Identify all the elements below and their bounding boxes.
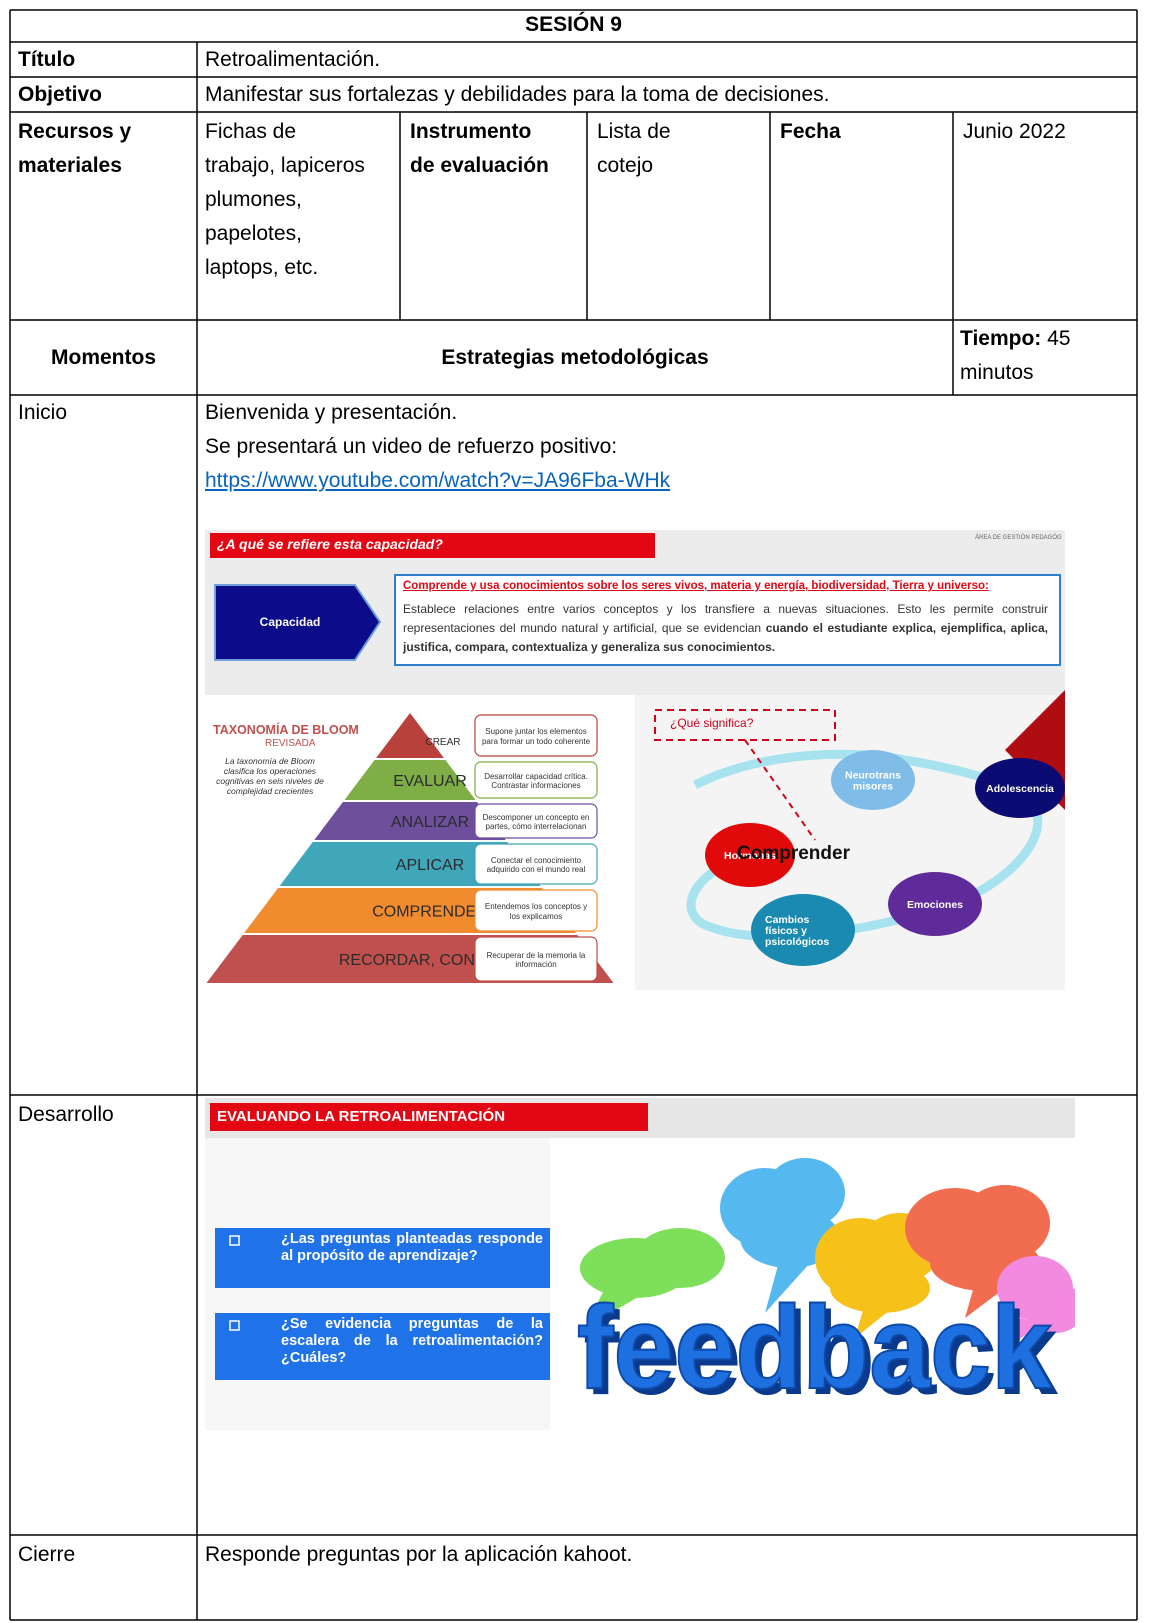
value: Retroalimentación. (205, 48, 381, 71)
concept-bubble (888, 872, 982, 936)
bloom-note: La taxonomía de Bloom clasifica los oper… (216, 756, 324, 796)
slide-graphics: CREAREVALUARANALIZARAPLICARCOMPRENDERREC… (205, 530, 1065, 990)
moment-name: Inicio (18, 401, 68, 424)
video-link[interactable]: https://www.youtube.com/watch?v=JA96Fba-… (205, 469, 671, 492)
question-text: ¿Se evidencia preguntas de la escalera d… (281, 1316, 543, 1366)
text: Se presentará un video de refuerzo posit… (205, 435, 618, 458)
header: Momentos (51, 346, 156, 369)
concept-label: Cambios (765, 914, 810, 926)
question: ¿Qué significa? (670, 716, 754, 730)
concept-bubble (751, 894, 855, 966)
bullet (229, 1235, 240, 1246)
level-description: Supone juntar los elementos para formar … (481, 727, 591, 746)
slide-heading: EVALUANDO LA RETROALIMENTACIÓN (217, 1108, 506, 1125)
cloud (720, 1158, 845, 1313)
cloud (905, 1185, 1050, 1318)
capacity-arrow (214, 584, 382, 661)
value: Junio 2022 (963, 120, 1066, 143)
value: Manifestar sus fortalezas y debilidades … (205, 83, 830, 106)
level-name: APLICAR (396, 857, 464, 874)
text-box (394, 574, 1061, 666)
text: Bienvenida y presentación. (205, 401, 458, 424)
level-description: Entendemos los conceptos y los explicamo… (484, 902, 588, 921)
label: Instrumento de evaluación (410, 120, 549, 177)
slide-image: CREAR EVALUAR ANALIZAR APLICAR COMPRENDER REC… (205, 530, 1065, 990)
center-word: Comprender (737, 843, 850, 864)
grid-lines (9, 9, 1138, 1621)
cloud (997, 1256, 1075, 1348)
question-box (215, 1313, 550, 1380)
slide-graphics: feedback feedback (205, 1098, 1075, 1430)
description-box (474, 714, 598, 757)
text-bold: cuando el estudiante explica, ejemplific… (403, 621, 1048, 654)
pyramid-level (344, 760, 476, 800)
feedback-word: feedback (577, 1282, 1052, 1414)
question-text: ¿Las preguntas planteadas responde al pr… (281, 1231, 543, 1264)
feedback-shadow: feedback (583, 1288, 1058, 1420)
pyramid-level (314, 802, 506, 840)
competence-text: Establece relaciones entre varios concep… (403, 600, 1048, 657)
header: Estrategias metodológicas (441, 346, 709, 369)
concept-bubble (705, 823, 795, 887)
description-box (474, 803, 598, 839)
cloud (580, 1228, 725, 1328)
concept-label: Emociones (907, 899, 963, 911)
label: Recursos y materiales (18, 120, 132, 177)
level-description: Desarrollar capacidad crítica. Contrasta… (484, 771, 588, 791)
description-box (474, 889, 598, 932)
bloom-title: TAXONOMÍA DE BLOOM (213, 723, 359, 737)
value: Lista de cotejo (597, 120, 671, 177)
heading-bar (210, 533, 655, 558)
level-description: Conectar el conocimiento adquirido con e… (486, 855, 586, 875)
heading-bar (210, 1103, 648, 1131)
text: Responde preguntas por la aplicación kah… (205, 1543, 633, 1566)
moment-name: Desarrollo (18, 1103, 114, 1126)
level-description: Descomponer un concepto en partes, cómo … (482, 812, 590, 832)
description-box (474, 936, 598, 982)
description-box (474, 761, 598, 799)
text: Establece relaciones entre varios concep… (403, 602, 1048, 635)
competence-title: Comprende y usa conocimientos sobre los … (403, 580, 989, 592)
capacity-label: Capacidad (259, 615, 321, 629)
level-name: ANALIZAR (391, 814, 469, 831)
label: Fecha (780, 120, 841, 143)
concept-bubble (831, 750, 915, 810)
level-description: Recuperar de la memoria la información (486, 950, 586, 970)
bloom-subtitle: REVISADA (265, 738, 316, 749)
value: Fichas de trabajo, lapiceros plumones, p… (205, 120, 365, 279)
question-box (215, 1228, 550, 1288)
time-label: Tiempo: (960, 327, 1042, 350)
bullet (229, 1320, 240, 1331)
level-name: COMPRENDER (372, 904, 488, 921)
concept-label: misores (853, 781, 893, 793)
level-name: CREAR (425, 737, 460, 748)
description-box (474, 843, 598, 885)
level-name: EVALUAR (393, 773, 467, 790)
label: Objetivo (18, 83, 103, 106)
connector (744, 739, 816, 841)
concept-bubble (975, 758, 1065, 818)
concept-label: Neurotrans (845, 770, 901, 782)
concept-label: Hormonas (724, 850, 776, 862)
clouds (580, 1158, 1075, 1348)
area-label: ÁREA DE GESTIÓN PEDAGÓG (975, 535, 1062, 541)
slide-image: feedback feedback EVALUANDO LA RETROALIM… (205, 1098, 1075, 1430)
concept-label: psicológicos (765, 936, 829, 948)
header: Tiempo: 45 minutos (960, 322, 1130, 390)
pyramid-level (376, 713, 444, 758)
moment-name: Cierre (18, 1543, 76, 1566)
concept-label: físicos y (765, 925, 807, 937)
background (635, 695, 1065, 990)
concept-label: Adolescencia (986, 783, 1054, 795)
slide-heading: ¿A qué se refiere esta capacidad? (217, 536, 443, 552)
label: Título (18, 48, 76, 71)
time: 45 minutos (960, 327, 1071, 384)
session-title: SESIÓN 9 (525, 13, 622, 36)
